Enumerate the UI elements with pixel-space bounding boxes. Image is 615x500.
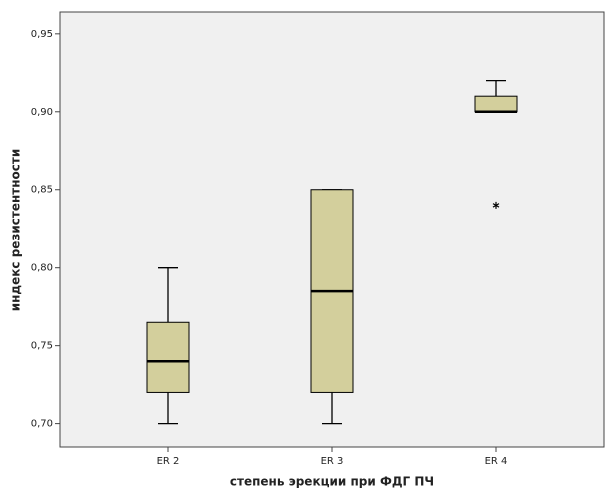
y-axis-title: индекс резистентности	[9, 149, 23, 312]
y-tick-label: 0,90	[31, 107, 53, 118]
x-tick-label: ER 4	[485, 456, 508, 467]
y-tick-label: 0,70	[31, 419, 53, 430]
y-tick-label: 0,85	[31, 185, 53, 196]
box	[146, 321, 190, 393]
x-tick-label: ER 2	[157, 456, 180, 467]
y-tick-label: 0,95	[31, 29, 53, 40]
y-tick-label: 0,75	[31, 341, 53, 352]
x-tick-label: ER 3	[321, 456, 344, 467]
y-tick-label: 0,80	[31, 263, 53, 274]
outlier	[492, 201, 500, 209]
x-axis-title: степень эрекции при ФДГ ПЧ	[230, 475, 434, 489]
box	[474, 95, 518, 113]
